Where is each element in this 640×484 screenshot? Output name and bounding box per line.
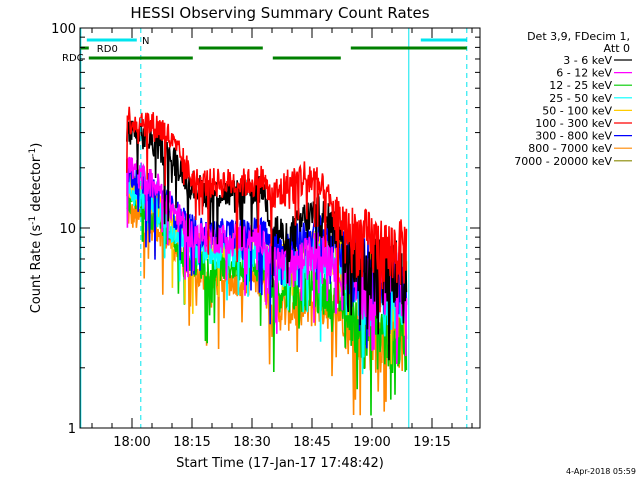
legend-label-7: 800 - 7000 keV [528, 142, 612, 155]
status-label-rd0: RD0 [97, 44, 118, 55]
x-tick-label: 18:30 [233, 435, 270, 450]
legend-label-2: 12 - 25 keV [549, 79, 612, 92]
legend-label-6: 300 - 800 keV [535, 130, 612, 143]
footer-date: 4-Apr-2018 05:59 [566, 467, 636, 476]
y-tick-label: 10 [59, 222, 76, 237]
x-tick-label: 18:00 [113, 435, 150, 450]
y-axis-label: Count Rate (s-1 detector-1) [28, 143, 44, 314]
series-line-5 [126, 106, 408, 313]
status-label-n: N [142, 36, 149, 47]
x-axis-label: Start Time (17-Jan-17 17:48:42) [176, 456, 384, 471]
y-tick-label: 100 [51, 22, 76, 37]
series-line-0 [126, 120, 408, 361]
chart-title: HESSI Observing Summary Count Rates [130, 4, 429, 22]
legend-label-8: 7000 - 20000 keV [514, 155, 612, 168]
legend-label-0: 3 - 6 keV [563, 54, 612, 67]
x-tick-label: 19:15 [413, 435, 450, 450]
x-tick-label: 19:00 [353, 435, 390, 450]
legend-label-1: 6 - 12 keV [556, 67, 612, 80]
x-tick-label: 18:45 [293, 435, 330, 450]
legend-label-4: 50 - 100 keV [542, 104, 612, 117]
y-tick-label: 1 [68, 422, 76, 437]
status-label-rdc: RDC [62, 53, 84, 64]
legend-title-1: Det 3,9, FDecim 1, [527, 30, 630, 43]
legend-label-3: 25 - 50 keV [549, 92, 612, 105]
x-tick-label: 18:15 [173, 435, 210, 450]
legend-title-2: Att 0 [604, 42, 630, 55]
legend-label-5: 100 - 300 keV [535, 117, 612, 130]
